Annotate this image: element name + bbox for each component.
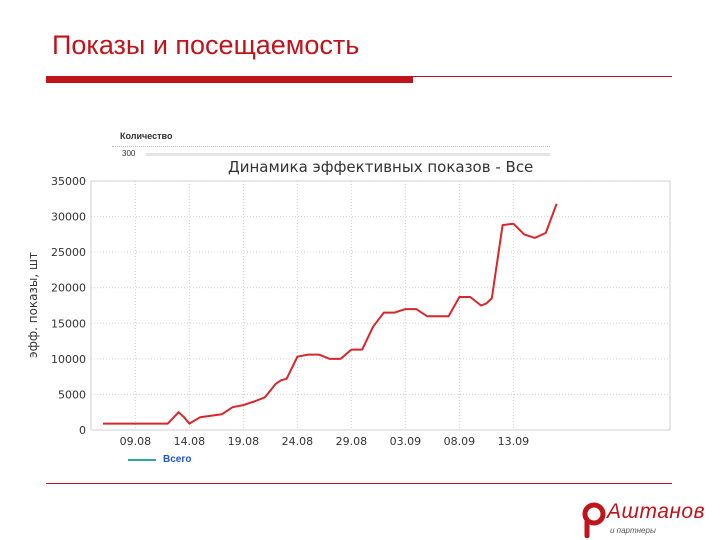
y-tick-label: 0: [79, 424, 86, 437]
quantity-label: Количество: [120, 131, 173, 141]
x-tick-label: 14.08: [174, 435, 206, 448]
brand-subtitle: и партнеры: [610, 526, 656, 535]
slide-title: Показы и посещаемость: [52, 30, 360, 60]
bottom-rule: [46, 483, 672, 484]
title-accent-bar: [46, 77, 413, 83]
y-tick-label: 20000: [51, 282, 86, 295]
plot-area: [90, 180, 671, 431]
y-tick-label: 5000: [58, 388, 86, 401]
y-tick-label: 25000: [51, 246, 86, 259]
series-line: [103, 203, 558, 425]
header-dotted-line: [112, 146, 550, 147]
brand-logo: Аштанов и партнеры: [581, 500, 711, 540]
x-tick-label: 24.08: [282, 435, 314, 448]
legend-swatch: [128, 459, 156, 461]
x-tick-label: 03.09: [390, 435, 422, 448]
brand-name: Аштанов: [607, 500, 706, 523]
title-rule: [46, 76, 672, 77]
x-tick-label: 19.08: [228, 435, 260, 448]
y-tick-label: 10000: [51, 353, 86, 366]
header-gray-band: [146, 153, 550, 156]
legend-label: Всего: [163, 454, 192, 465]
y-tick-label: 35000: [51, 175, 86, 188]
y-tick-label: 15000: [51, 317, 86, 330]
chart-title: Динамика эффективных показов - Все: [228, 158, 534, 176]
x-tick-label: 09.08: [120, 435, 152, 448]
x-tick-label: 13.09: [498, 435, 530, 448]
x-tick-label: 08.09: [444, 435, 476, 448]
y-tick-label: 30000: [51, 211, 86, 224]
logo-icon: [582, 502, 606, 538]
x-tick-label: 29.08: [336, 435, 368, 448]
quantity-value: 300: [122, 149, 136, 158]
